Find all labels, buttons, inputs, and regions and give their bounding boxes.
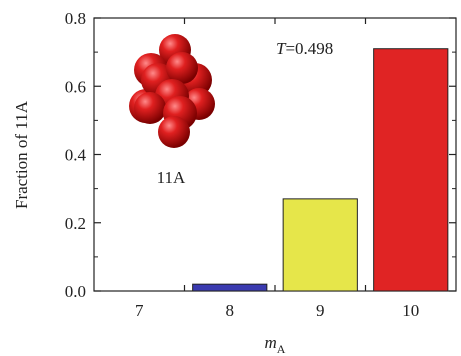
x-tick-label: 7 — [135, 301, 144, 320]
temperature-annotation: T=0.498 — [276, 39, 333, 58]
x-tick-label: 9 — [316, 301, 325, 320]
y-ticks-group: 0.0 0.2 0.4 0.6 0.8 — [65, 9, 456, 301]
bars-group — [192, 48, 449, 292]
y-tick-label: 0.4 — [65, 146, 87, 165]
x-tick-label: 8 — [226, 301, 235, 320]
y-tick-label: 0.2 — [65, 214, 86, 233]
x-tick-label: 10 — [402, 301, 419, 320]
temperature-symbol: T — [276, 39, 287, 58]
x-ticks-group: 7 8 9 10 — [135, 18, 419, 320]
temperature-value: =0.498 — [285, 39, 333, 58]
red-sphere-cluster-icon — [129, 34, 215, 148]
bar-9 — [282, 198, 358, 292]
y-tick-label: 0.0 — [65, 282, 86, 301]
bar-8 — [192, 283, 268, 292]
x-axis-label: mA — [265, 333, 286, 356]
y-tick-label: 0.6 — [65, 77, 86, 96]
cluster-label: 11A — [157, 168, 186, 187]
y-axis-label: Fraction of 11A — [12, 100, 31, 209]
bar-10 — [373, 48, 449, 292]
x-axis-label-subscript: A — [277, 342, 286, 356]
x-axis-label-main: m — [265, 333, 277, 352]
y-tick-label: 0.8 — [65, 9, 86, 28]
